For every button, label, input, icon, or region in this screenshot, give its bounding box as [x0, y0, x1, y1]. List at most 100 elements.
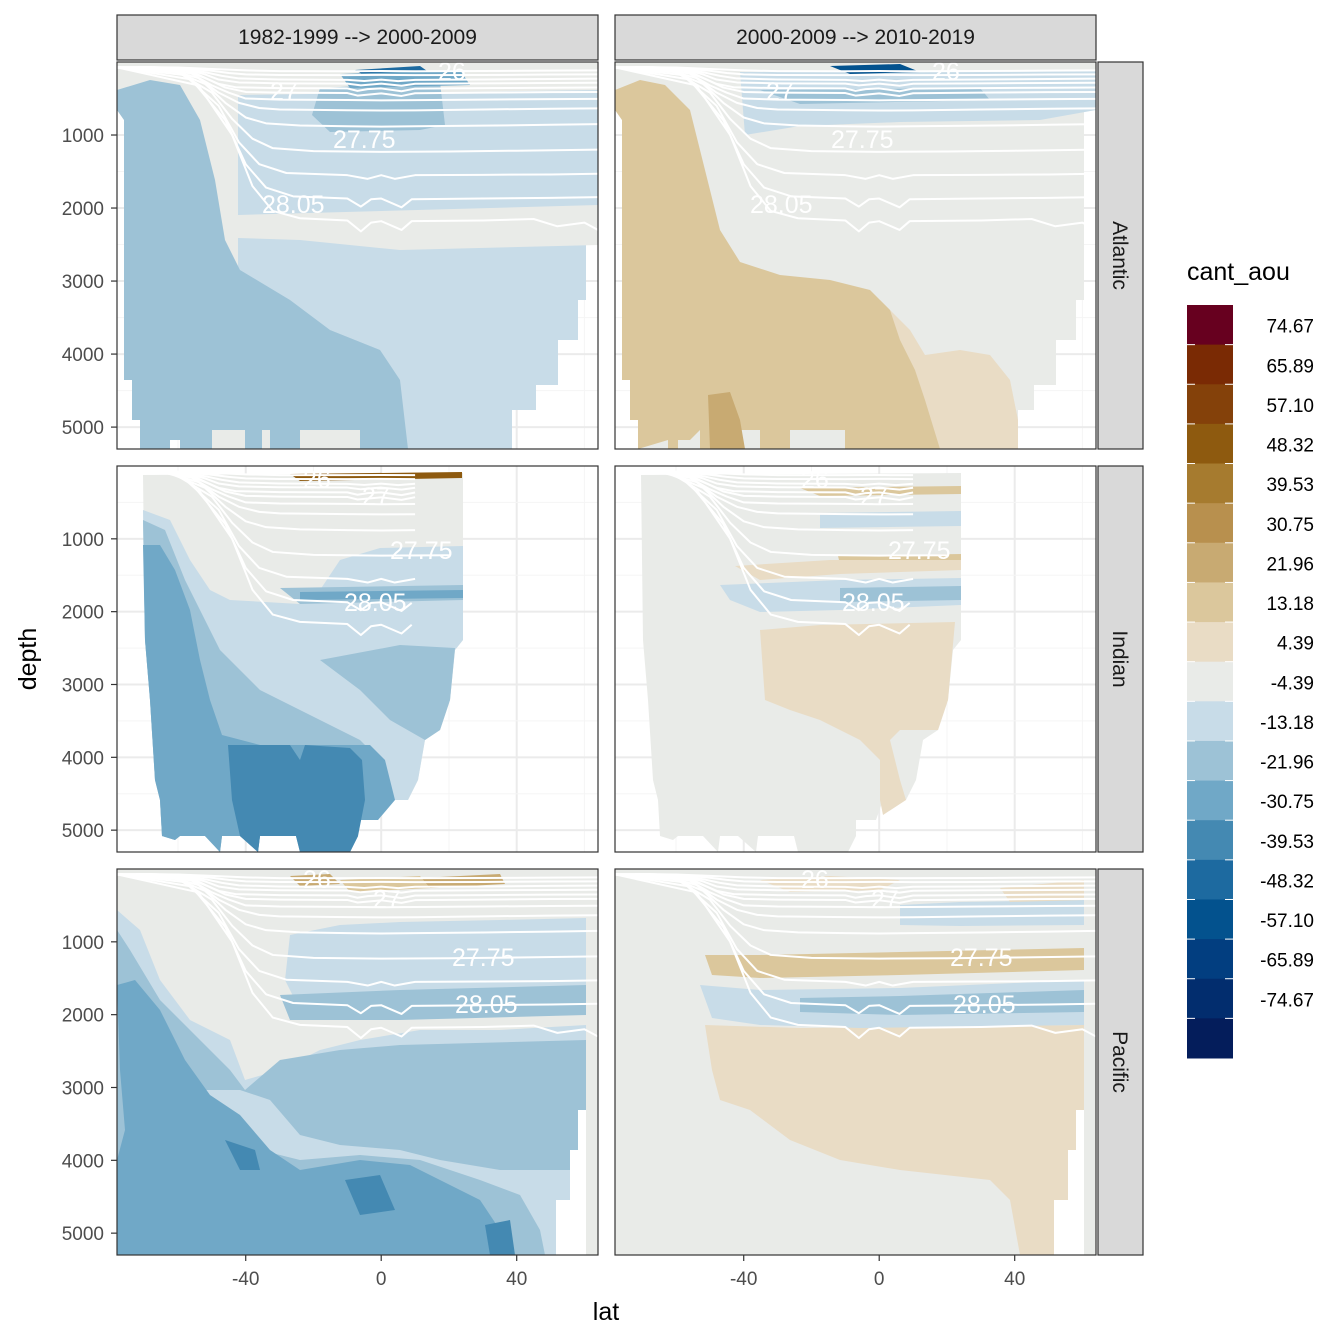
legend: cant_aou 74.67 65.89 57.10 48.32 39.53 30.75 2…	[1187, 258, 1314, 1059]
panel-border	[116, 868, 599, 1256]
isopycnal-label-26: 26	[303, 466, 331, 494]
isopycnal-label-26: 26	[932, 58, 960, 86]
strip-label: Pacific	[1108, 1031, 1131, 1093]
isopycnal-line	[615, 66, 1096, 180]
legend-label: -74.67	[1260, 990, 1314, 1011]
contour-band-minus-39	[225, 1140, 260, 1170]
legend-swatch	[1187, 423, 1233, 465]
isopycnal-label-27.75: 27.75	[888, 537, 951, 565]
isopycnal-line	[615, 873, 1096, 935]
isopycnal-line	[655, 470, 914, 501]
isopycnal-line	[668, 473, 914, 532]
isopycnal-line	[615, 66, 1096, 97]
isopycnal-line	[615, 66, 1096, 233]
panel-border	[116, 61, 599, 450]
isopycnal-line	[615, 873, 1096, 960]
legend-label: -48.32	[1260, 871, 1314, 892]
filled-contours	[615, 62, 1096, 449]
strip-background	[116, 14, 599, 61]
isopycnal-line	[117, 66, 598, 128]
panel-border	[116, 465, 599, 853]
isopycnal-lines	[117, 66, 598, 233]
isopycnal-line	[615, 873, 1096, 987]
x-tick-label: -40	[730, 1269, 757, 1290]
isopycnal-line	[117, 66, 598, 112]
contour-band-minus-22	[840, 586, 961, 602]
isopycnal-line	[648, 470, 914, 491]
column-strip-0: 1982-1999 --> 2000-2009	[116, 14, 599, 61]
legend-label: 48.32	[1266, 436, 1314, 457]
legend-swatch	[1187, 622, 1233, 663]
contour-band-minus-4	[238, 205, 598, 250]
y-tick-label: 1000	[62, 126, 104, 147]
strip-background	[1097, 61, 1144, 450]
strip-label: Indian	[1108, 630, 1131, 687]
column-strip-1: 2000-2009 --> 2010-2019	[614, 14, 1097, 61]
isopycnal-line	[615, 66, 1096, 153]
legend-swatch	[1187, 820, 1233, 861]
y-tick-label: 2000	[62, 1006, 104, 1027]
contour-band-minus-22	[800, 990, 1084, 1015]
land-mask	[1054, 1110, 1084, 1255]
filled-contours	[117, 62, 598, 449]
isopycnal-line	[642, 470, 914, 481]
isopycnal-label-27: 27	[362, 483, 390, 511]
isopycnal-label-27.75: 27.75	[950, 944, 1013, 972]
legend-label: 65.89	[1266, 356, 1314, 377]
isopycnal-line	[117, 873, 598, 919]
legend-label: -13.18	[1260, 713, 1314, 734]
legend-label: -21.96	[1260, 753, 1314, 774]
x-tick-label: 40	[506, 1269, 527, 1290]
isopycnal-line	[675, 475, 947, 557]
legend-label: 57.10	[1266, 396, 1314, 417]
isopycnal-line	[117, 66, 598, 233]
isopycnal-line	[615, 66, 1096, 102]
panel-pacific-period-2: 28.05 27.75 27 26	[614, 866, 1097, 1256]
y-tick-label: 5000	[62, 1224, 104, 1245]
x-tick-label: 0	[874, 1269, 885, 1290]
isopycnal-label-27.75: 27.75	[333, 126, 396, 154]
isopycnal-label-27.75: 27.75	[390, 537, 453, 565]
isopycnal-line	[117, 873, 598, 904]
panel-border	[614, 61, 1097, 450]
isopycnal-label-27: 27	[373, 886, 401, 914]
legend-swatch	[1187, 582, 1233, 623]
land-mask	[556, 1110, 586, 1255]
isopycnal-line	[170, 473, 416, 532]
y-tick-label: 5000	[62, 821, 104, 842]
y-tick-label: 3000	[62, 1078, 104, 1099]
legend-label: -57.10	[1260, 911, 1314, 932]
isopycnal-label-27: 27	[860, 483, 888, 511]
isopycnal-line	[615, 873, 1096, 909]
y-tick-label: 4000	[62, 748, 104, 769]
legend-label: 21.96	[1266, 554, 1314, 575]
contour-band-4	[960, 400, 1000, 449]
y-axis-title: depth	[14, 628, 42, 691]
isopycnal-line	[648, 470, 914, 487]
legend-swatch	[1187, 740, 1233, 782]
isopycnal-label-26: 26	[801, 866, 829, 894]
contour-band-4	[760, 622, 955, 815]
panel-indian-period-2: 28.05 27.75 27 26	[614, 465, 1097, 853]
legend-label: -4.39	[1271, 673, 1314, 694]
legend-label: 4.39	[1277, 634, 1314, 655]
strip-background	[1097, 465, 1144, 853]
y-tick-label: 4000	[62, 345, 104, 366]
legend-swatch	[1187, 503, 1233, 544]
isopycnal-line	[157, 470, 416, 501]
legend-swatch	[1187, 661, 1233, 702]
isopycnal-label-28.05: 28.05	[842, 589, 905, 617]
panel-border	[614, 868, 1097, 1256]
legend-swatch	[1187, 939, 1233, 980]
isopycnal-label-28.05: 28.05	[344, 589, 407, 617]
isopycnal-line	[117, 873, 598, 960]
x-tick-label: 0	[376, 1269, 387, 1290]
isopycnal-label-28.05: 28.05	[455, 991, 518, 1019]
strip-label: Atlantic	[1108, 221, 1131, 290]
filled-contours	[117, 869, 598, 1255]
isopycnal-line	[150, 470, 416, 487]
filled-contours	[641, 473, 961, 852]
isopycnal-label-28.05: 28.05	[262, 191, 325, 219]
y-tick-label: 4000	[62, 1151, 104, 1172]
x-axes: -40 0 40 -40 0 40	[232, 1255, 1025, 1290]
